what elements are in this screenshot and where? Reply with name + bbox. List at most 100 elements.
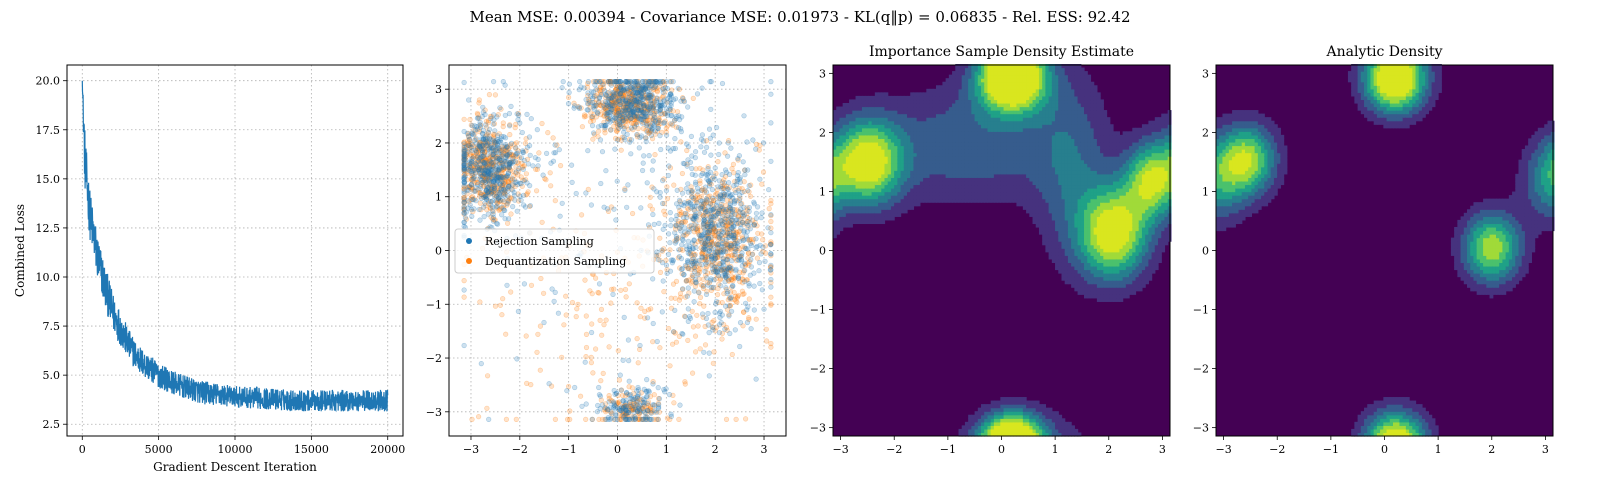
density-cell	[849, 223, 853, 228]
scatter-point	[492, 128, 498, 134]
scatter-point	[733, 217, 740, 223]
scatter-point	[768, 230, 774, 236]
scatter-point	[726, 313, 732, 319]
scatter-point	[701, 217, 707, 223]
y-tick-label: 7.5	[43, 320, 61, 333]
scatter-point	[657, 190, 663, 196]
scatter-point	[485, 130, 491, 136]
scatter-point	[505, 182, 512, 188]
scatter-point	[477, 217, 483, 223]
scatter-point	[547, 170, 553, 176]
scatter-point	[477, 190, 484, 196]
scatter-point	[499, 212, 505, 218]
scatter-point	[500, 123, 506, 130]
scatter-point	[528, 282, 535, 288]
scatter-point	[694, 200, 700, 206]
scatter-point	[461, 169, 467, 175]
scatter-point	[559, 85, 565, 91]
scatter-point	[490, 172, 496, 178]
scatter-point	[583, 344, 590, 351]
scatter-point	[723, 416, 730, 423]
scatter-point	[599, 332, 605, 338]
scatter-point	[706, 330, 712, 336]
scatter-point	[682, 379, 688, 385]
scatter-point	[644, 129, 650, 135]
scatter-point	[492, 92, 499, 98]
scatter-point	[576, 104, 582, 110]
scatter-point	[495, 112, 501, 118]
scatter-point	[475, 158, 481, 164]
scatter-point	[684, 293, 690, 299]
scatter-point	[702, 210, 709, 216]
x-tick-label: 1	[663, 443, 670, 456]
scatter-point	[685, 189, 691, 195]
scatter-point	[548, 183, 554, 189]
scatter-point	[561, 322, 567, 328]
scatter-point	[697, 165, 703, 171]
y-tick-label: 12.5	[36, 222, 61, 235]
scatter-point	[668, 217, 674, 223]
scatter-point	[754, 255, 761, 261]
scatter-point	[461, 199, 467, 205]
scatter-point	[710, 360, 716, 366]
scatter-point	[514, 208, 520, 214]
scatter-point	[696, 290, 702, 296]
scatter-point	[485, 201, 492, 207]
scatter-point	[644, 180, 650, 186]
scatter-point	[468, 185, 474, 191]
scatter-point	[476, 206, 482, 213]
scatter-point	[680, 286, 686, 292]
scatter-point	[608, 286, 615, 292]
scatter-point	[737, 209, 743, 215]
scatter-point	[534, 349, 540, 355]
scatter-point	[735, 257, 741, 263]
scatter-point	[486, 170, 492, 176]
x-tick-label: −2	[512, 443, 528, 456]
scatter-point	[656, 108, 662, 114]
scatter-point	[497, 138, 503, 144]
scatter-point	[706, 373, 712, 379]
scatter-point	[461, 162, 467, 168]
scatter-point	[730, 161, 737, 167]
scatter-point	[756, 260, 763, 266]
scatter-point	[491, 144, 497, 150]
scatter-point	[523, 171, 530, 177]
scatter-point	[476, 167, 482, 173]
scatter-point	[605, 118, 611, 124]
scatter-point	[700, 138, 707, 144]
scatter-point	[488, 164, 494, 170]
scatter-point	[707, 223, 714, 229]
scatter-point	[626, 378, 632, 384]
scatter-point	[497, 302, 504, 308]
scatter-point	[468, 182, 475, 188]
scatter-point	[526, 134, 533, 140]
scatter-point	[677, 402, 683, 408]
scatter-point	[746, 315, 752, 321]
scatter-point	[592, 78, 598, 85]
scatter-point	[585, 90, 591, 96]
scatter-point	[598, 378, 604, 384]
scatter-point	[713, 301, 719, 307]
scatter-point	[657, 194, 663, 200]
scatter-point	[588, 202, 595, 208]
scatter-point	[507, 123, 513, 129]
scatter-point	[610, 111, 616, 117]
scatter-point	[696, 210, 702, 216]
scatter-point	[699, 85, 705, 91]
scatter-point	[552, 150, 559, 156]
scatter-point	[671, 182, 677, 188]
scatter-point	[719, 172, 725, 178]
scatter-point	[592, 346, 599, 352]
scatter-point	[649, 167, 656, 173]
scatter-point	[646, 91, 652, 97]
scatter-point	[599, 402, 606, 408]
scatter-point	[488, 115, 494, 122]
scatter-point	[659, 86, 666, 92]
scatter-point	[520, 177, 526, 183]
scatter-point	[564, 416, 571, 423]
scatter-point	[506, 110, 513, 117]
scatter-point	[689, 257, 695, 263]
scatter-point	[465, 133, 472, 139]
scatter-point	[684, 163, 690, 169]
scatter-point	[481, 146, 487, 152]
